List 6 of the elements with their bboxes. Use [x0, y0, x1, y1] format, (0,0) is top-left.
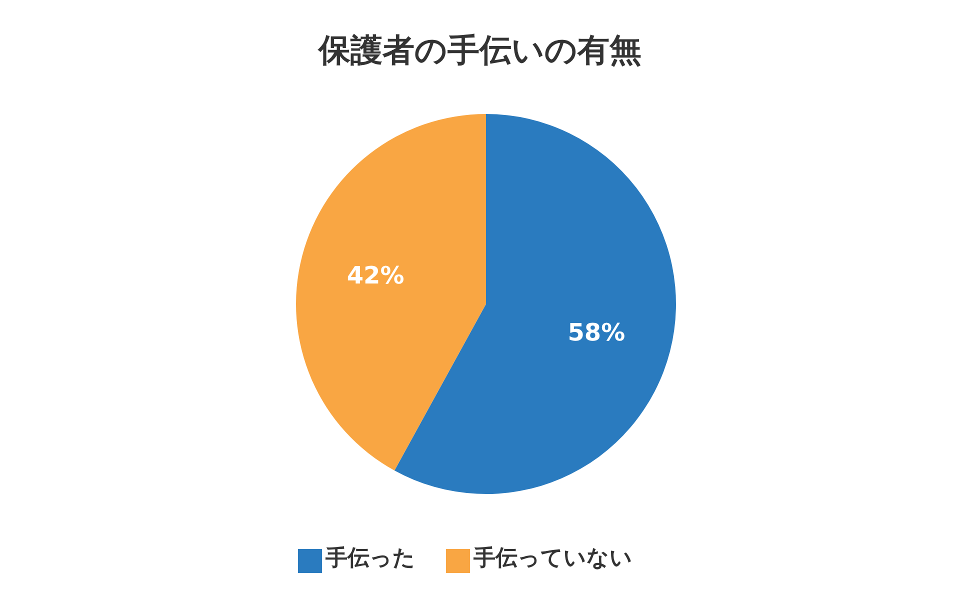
legend-label: 手伝った [326, 546, 416, 571]
data-label: 42% [346, 262, 404, 290]
pie-slice [296, 114, 486, 470]
data-label: 58% [568, 318, 626, 346]
legend-label: 手伝っていない [474, 546, 632, 571]
chart-title: 保護者の手伝いの有無 [316, 30, 642, 71]
